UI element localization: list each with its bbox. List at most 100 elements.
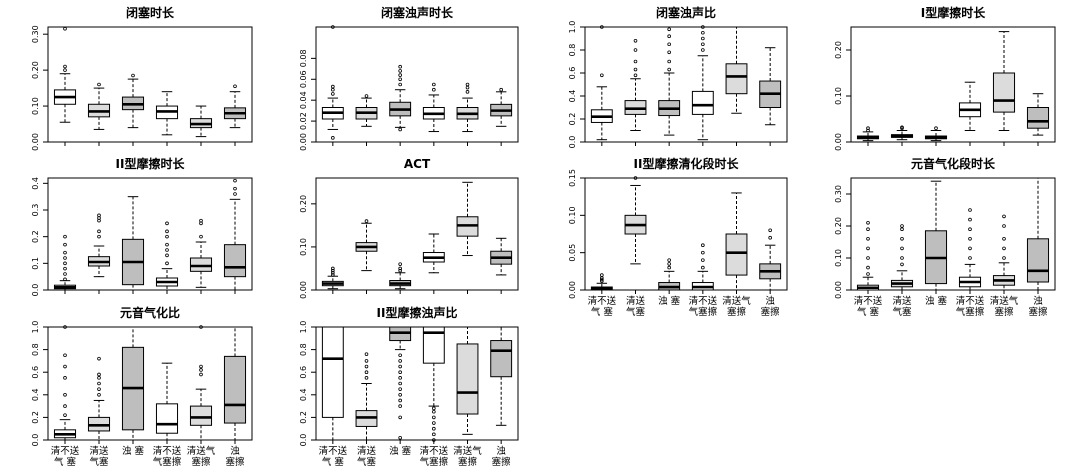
plot-frame	[47, 26, 253, 143]
outlier-point	[364, 370, 369, 375]
x-category-label: 清不送	[854, 295, 883, 307]
box-2	[890, 125, 914, 141]
x-category-label: 塞擦	[225, 456, 245, 468]
x-category-label: 浊 塞	[925, 295, 948, 307]
box-3	[389, 262, 412, 290]
box-4	[422, 233, 445, 274]
plot-frame	[584, 177, 788, 291]
box-5	[992, 214, 1016, 291]
outlier-point	[97, 387, 101, 391]
outlier-point	[63, 413, 67, 417]
outlier-point	[701, 36, 705, 41]
y-tick-label: 0.20	[834, 41, 843, 59]
outlier-point	[866, 128, 870, 133]
outlier-point	[1002, 237, 1006, 241]
x-category-label: 浊 塞	[658, 295, 681, 307]
y-tick-label: 0.0	[568, 136, 577, 149]
box-2	[624, 38, 647, 131]
outlier-point	[667, 59, 671, 64]
box-4	[155, 91, 179, 136]
x-category-label: 清送气	[187, 445, 216, 457]
y-tick-label: 0.00	[834, 281, 843, 299]
y-tick-label: 0.08	[299, 49, 308, 67]
x-category-label: 清送	[892, 295, 912, 307]
box-3	[121, 73, 145, 129]
y-tick-label: 0.8	[31, 343, 40, 356]
outlier-point	[233, 84, 237, 89]
outlier-point	[63, 261, 67, 266]
box-3	[389, 64, 412, 132]
outlier-point	[1002, 214, 1006, 219]
y-tick-label: 0.04	[299, 91, 308, 109]
x-category-label: 清送气	[453, 445, 482, 457]
box-2	[87, 213, 111, 278]
outlier-point	[432, 415, 436, 420]
iqr-box	[691, 90, 714, 115]
box-2	[890, 224, 914, 291]
y-tick-label: 0.4	[299, 388, 308, 401]
box-1	[53, 26, 77, 123]
x-category-label: 气 塞	[322, 456, 345, 468]
outlier-point	[701, 25, 705, 29]
outlier-point	[465, 90, 470, 94]
outlier-point	[465, 85, 470, 90]
box-5	[189, 105, 213, 138]
box-5	[992, 31, 1016, 131]
outlier-point	[398, 392, 402, 397]
outlier-point	[701, 258, 705, 262]
box-6	[223, 84, 247, 129]
outlier-point	[97, 356, 101, 361]
outlier-point	[398, 398, 402, 403]
plot-frame	[315, 177, 519, 291]
outlier-point	[667, 34, 671, 38]
outlier-point	[398, 435, 402, 440]
boxplot-panel: II型摩擦时长 0.0 0.1 0.2 0.3 0.4	[31, 156, 253, 297]
outlier-point	[968, 208, 972, 212]
x-category-label: 浊 塞	[122, 445, 145, 457]
outlier-point	[398, 404, 402, 408]
boxplot-panel: II型摩擦清化段时长0.000.050.100.15清不送气 塞清送气塞浊 塞清…	[568, 156, 788, 318]
outlier-point	[63, 376, 67, 380]
x-category-label: 气塞	[626, 306, 646, 318]
outlier-point	[432, 409, 436, 414]
outlier-point	[165, 253, 169, 258]
box-4	[422, 82, 445, 133]
boxplot-panel: 闭塞时长 0.00 0.10 0.20 0.30	[31, 5, 253, 151]
box-5	[189, 325, 213, 441]
outlier-point	[63, 256, 67, 260]
y-tick-label: 0.0	[31, 284, 40, 297]
y-tick-label: 0.10	[299, 238, 308, 256]
box-6	[223, 178, 247, 291]
outlier-point	[398, 387, 402, 391]
box-3	[658, 27, 681, 136]
outlier-point	[97, 229, 101, 234]
outlier-point	[233, 186, 237, 191]
outlier-point	[63, 64, 67, 69]
y-tick-label: 1.0	[31, 321, 40, 334]
outlier-point	[398, 82, 402, 87]
outlier-point	[63, 234, 67, 239]
outlier-point	[398, 127, 402, 132]
box-6	[1026, 177, 1050, 291]
x-category-label: 清不送	[420, 445, 449, 457]
x-category-label: 塞擦	[727, 306, 747, 318]
box-4	[691, 25, 714, 141]
box-5	[725, 192, 748, 291]
outlier-point	[701, 30, 705, 35]
x-category-label: 清不送	[588, 295, 617, 307]
outlier-point	[667, 265, 671, 270]
outlier-point	[364, 94, 369, 98]
x-category-label: 气塞擦	[689, 306, 718, 318]
outlier-point	[97, 213, 101, 218]
outlier-point	[1002, 224, 1006, 228]
box-6	[759, 228, 782, 291]
box-5	[725, 26, 748, 114]
outlier-point	[866, 221, 870, 225]
iqr-box	[189, 257, 213, 272]
x-category-label: 气 塞	[857, 306, 880, 318]
y-tick-label: 0.30	[31, 25, 40, 43]
plot-frame	[315, 326, 519, 441]
y-tick-label: 0.10	[834, 249, 843, 267]
box-1	[590, 273, 613, 291]
outlier-point	[233, 192, 237, 196]
